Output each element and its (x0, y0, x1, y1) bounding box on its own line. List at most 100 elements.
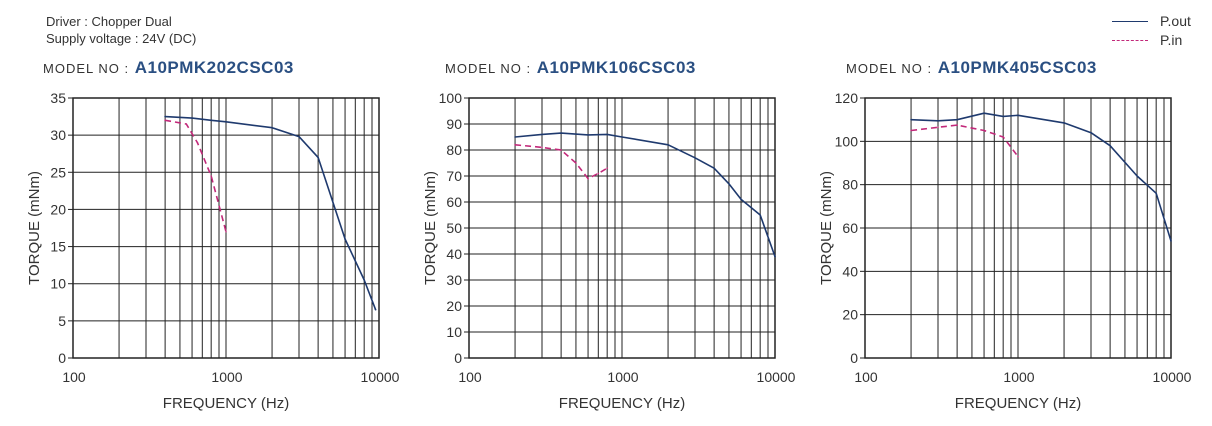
y-tick-label: 50 (446, 220, 462, 236)
y-tick-label: 0 (454, 350, 462, 366)
y-tick-label: 20 (50, 201, 66, 217)
chart-3: MODEL NO : A10PMK405CSC03 0 20 40 60 80 100 12… (818, 55, 1212, 425)
supply-voltage-label: Supply voltage : 24V (DC) (46, 31, 197, 46)
x-tick-label: 10000 (361, 369, 400, 385)
y-tick-label: 0 (850, 350, 858, 366)
data-point-pin (910, 129, 912, 132)
legend-swatch-pin (1112, 40, 1148, 41)
plot-frame (468, 97, 776, 359)
legend-label-pin: P.in (1160, 32, 1183, 48)
model-name: A10PMK405CSC03 (937, 58, 1097, 77)
data-point-pout (774, 255, 776, 258)
data-point-pout (713, 167, 715, 169)
torque-chart-3: 0 20 40 60 80 100 120 100 1000 10000 FREQUENCY (Hz… (818, 90, 1192, 412)
data-point-pin (196, 141, 199, 144)
y-tick-label: 40 (842, 263, 858, 279)
driver-label: Driver : Chopper Dual (46, 14, 172, 29)
chart-info: Driver : Chopper Dual Supply voltage : 2… (46, 13, 196, 47)
data-point-pout (728, 183, 730, 185)
data-point-pin (1017, 155, 1019, 158)
legend-label-pout: P.out (1160, 13, 1191, 29)
data-point-pout (1109, 144, 1111, 147)
data-point-pin (575, 162, 577, 164)
y-tick-label: 100 (439, 90, 463, 106)
series-line-pin (911, 124, 1019, 157)
y-tick-label: 80 (842, 177, 858, 193)
model-name: A10PMK202CSC03 (134, 58, 294, 77)
y-tick-label: 30 (446, 272, 462, 288)
y-axis-title: TORQUE (mNm) (26, 171, 43, 285)
y-tick-label: 70 (446, 168, 462, 184)
data-point-pout (759, 214, 761, 216)
data-point-pin (983, 129, 985, 132)
data-point-pin (606, 167, 608, 169)
data-point-pout (621, 136, 623, 138)
torque-chart-2: 0 10 20 30 40 50 60 70 80 90 100 100 1000 10000 FREQUE… (422, 90, 796, 412)
x-axis-title: FREQUENCY (Hz) (559, 395, 685, 412)
x-tick-label: 1000 (211, 369, 242, 385)
x-axis-title: FREQUENCY (Hz) (163, 395, 289, 412)
chart-2: MODEL NO : A10PMK106CSC03 0 10 20 30 40 50 60 7… (422, 55, 839, 425)
plot-frame (72, 97, 380, 359)
data-point-pout (1063, 122, 1065, 124)
y-tick-label: 60 (842, 220, 858, 236)
data-point-pin (164, 119, 166, 122)
series-line-pout (911, 112, 1172, 242)
model-prefix: MODEL NO : (846, 61, 933, 76)
data-point-pin (587, 177, 589, 180)
data-point-pout (514, 136, 516, 138)
y-tick-label: 15 (50, 239, 66, 255)
data-point-pin (597, 172, 600, 175)
model-label: MODEL NO : A10PMK405CSC03 (846, 58, 1097, 78)
y-tick-label: 35 (50, 90, 66, 106)
chart-1: MODEL NO : A10PMK202CSC03 0 5 10 15 20 25 30 35… (26, 55, 443, 425)
model-prefix: MODEL NO : (445, 61, 532, 76)
data-point-pout (210, 119, 212, 122)
y-tick-label: 20 (842, 307, 858, 323)
data-point-pout (956, 118, 958, 121)
model-prefix: MODEL NO : (43, 61, 130, 76)
data-point-pout (983, 112, 985, 114)
data-point-pout (363, 279, 365, 281)
data-point-pin (937, 126, 939, 129)
data-point-pin (560, 149, 562, 151)
y-tick-label: 60 (446, 194, 462, 210)
model-name: A10PMK106CSC03 (536, 58, 696, 77)
y-tick-label: 10 (50, 276, 66, 292)
y-tick-label: 20 (446, 298, 462, 314)
y-tick-label: 120 (835, 90, 859, 106)
data-point-pout (541, 133, 543, 136)
legend-item-pout: P.out (1112, 12, 1191, 31)
y-tick-label: 5 (58, 313, 66, 329)
data-point-pout (606, 133, 608, 136)
data-point-pout (317, 156, 319, 159)
data-point-pin (185, 123, 188, 125)
data-point-pin (541, 146, 543, 149)
model-label: MODEL NO : A10PMK202CSC03 (43, 58, 294, 78)
data-point-pout (1170, 240, 1172, 242)
x-tick-label: 100 (62, 369, 86, 385)
x-tick-label: 10000 (757, 369, 796, 385)
data-point-pout (191, 117, 193, 119)
legend-swatch-pout (1112, 21, 1148, 22)
data-point-pout (1136, 175, 1138, 177)
data-point-pout (560, 132, 562, 134)
x-tick-label: 100 (458, 369, 482, 385)
legend-item-pin: P.in (1112, 31, 1191, 50)
data-point-pin (514, 144, 516, 146)
data-point-pout (937, 119, 939, 122)
plot-frame (864, 97, 1172, 359)
data-point-pout (164, 115, 166, 118)
x-tick-label: 10000 (1153, 369, 1192, 385)
y-tick-label: 40 (446, 246, 462, 262)
legend: P.out P.in (1112, 12, 1191, 50)
y-tick-label: 0 (58, 350, 66, 366)
data-point-pin (210, 175, 212, 177)
model-label: MODEL NO : A10PMK106CSC03 (445, 58, 696, 78)
y-axis-title: TORQUE (mNm) (422, 171, 439, 285)
x-tick-label: 1000 (1003, 369, 1034, 385)
torque-chart-1: 0 5 10 15 20 25 30 35 100 1000 10000 FREQUENCY (Hz)… (26, 90, 400, 412)
data-point-pout (344, 238, 346, 240)
data-point-pout (1017, 114, 1019, 117)
data-point-pout (667, 144, 669, 146)
